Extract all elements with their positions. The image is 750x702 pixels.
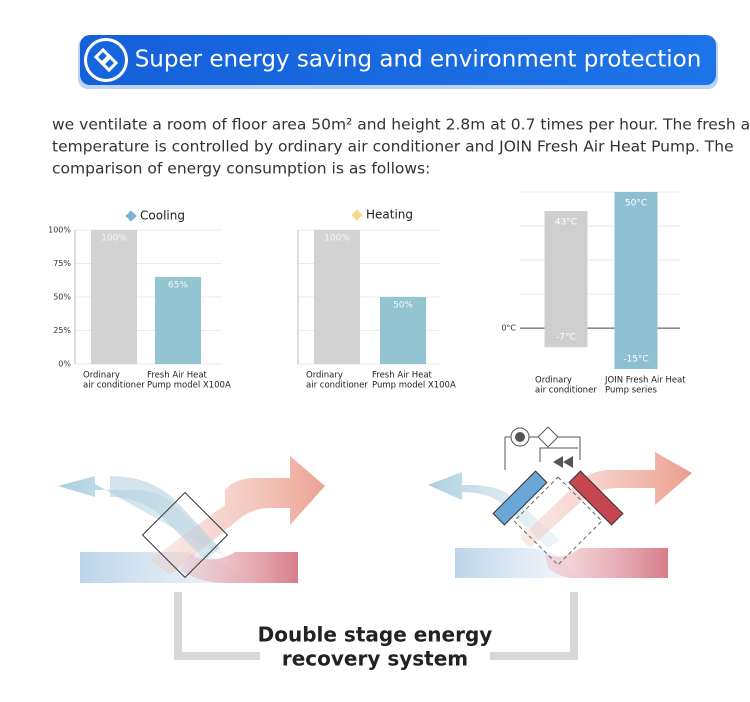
logo-mark [93, 47, 119, 73]
y-tick-label: 0% [58, 360, 71, 369]
value-label: 65% [168, 280, 188, 290]
y-tick-label: 100% [48, 226, 71, 235]
bar [544, 211, 588, 348]
legend-label: Cooling [140, 209, 185, 223]
legend-label: Heating [366, 208, 413, 222]
x-tick-label: Pump model X100A [372, 381, 456, 391]
bar [314, 230, 360, 364]
y-tick-label: 25% [53, 326, 71, 335]
diagram-left [58, 456, 325, 583]
y-tick-label: 50% [53, 293, 71, 302]
intro-line: temperature is controlled by ordinary ai… [52, 138, 734, 156]
y-tick-label: 0°C [501, 324, 516, 333]
caption: recovery system [282, 647, 468, 671]
x-tick-label: Ordinary [535, 376, 572, 386]
x-tick-label: Ordinary [83, 371, 120, 381]
value-label: 50°C [625, 199, 647, 209]
x-tick-label: air conditioner [535, 386, 597, 396]
x-tick-label: Pump series [605, 386, 657, 396]
x-tick-label: Fresh Air Heat [147, 371, 208, 381]
value-label: 43°C [555, 218, 577, 228]
x-tick-label: Ordinary [306, 371, 343, 381]
header-title: Super energy saving and environment prot… [135, 47, 702, 73]
intro-line: we ventilate a room of floor area 50m² a… [52, 116, 750, 134]
value-label: 50% [393, 301, 413, 311]
header-bar [80, 35, 716, 85]
value-label: -7°C [556, 333, 576, 343]
bar [614, 192, 658, 369]
bar [155, 276, 201, 364]
x-tick-label: Fresh Air Heat [372, 371, 433, 381]
x-tick-label: JOIN Fresh Air Heat [604, 376, 686, 386]
bar [380, 297, 426, 364]
y-tick-label: 75% [53, 259, 71, 268]
value-label: 100% [101, 234, 127, 244]
x-tick-label: Pump model X100A [147, 381, 231, 391]
caption: Double stage energy [258, 623, 493, 647]
bar [91, 230, 137, 364]
value-label: 100% [324, 234, 350, 244]
x-tick-label: air conditioner [83, 381, 145, 391]
bracket [174, 592, 578, 660]
value-label: -15°C [623, 355, 648, 365]
legend-marker [351, 209, 363, 221]
legend-marker [125, 210, 137, 222]
intro-line: comparison of energy consumption is as f… [52, 160, 430, 178]
x-tick-label: air conditioner [306, 381, 368, 391]
diagram-right [428, 426, 692, 578]
